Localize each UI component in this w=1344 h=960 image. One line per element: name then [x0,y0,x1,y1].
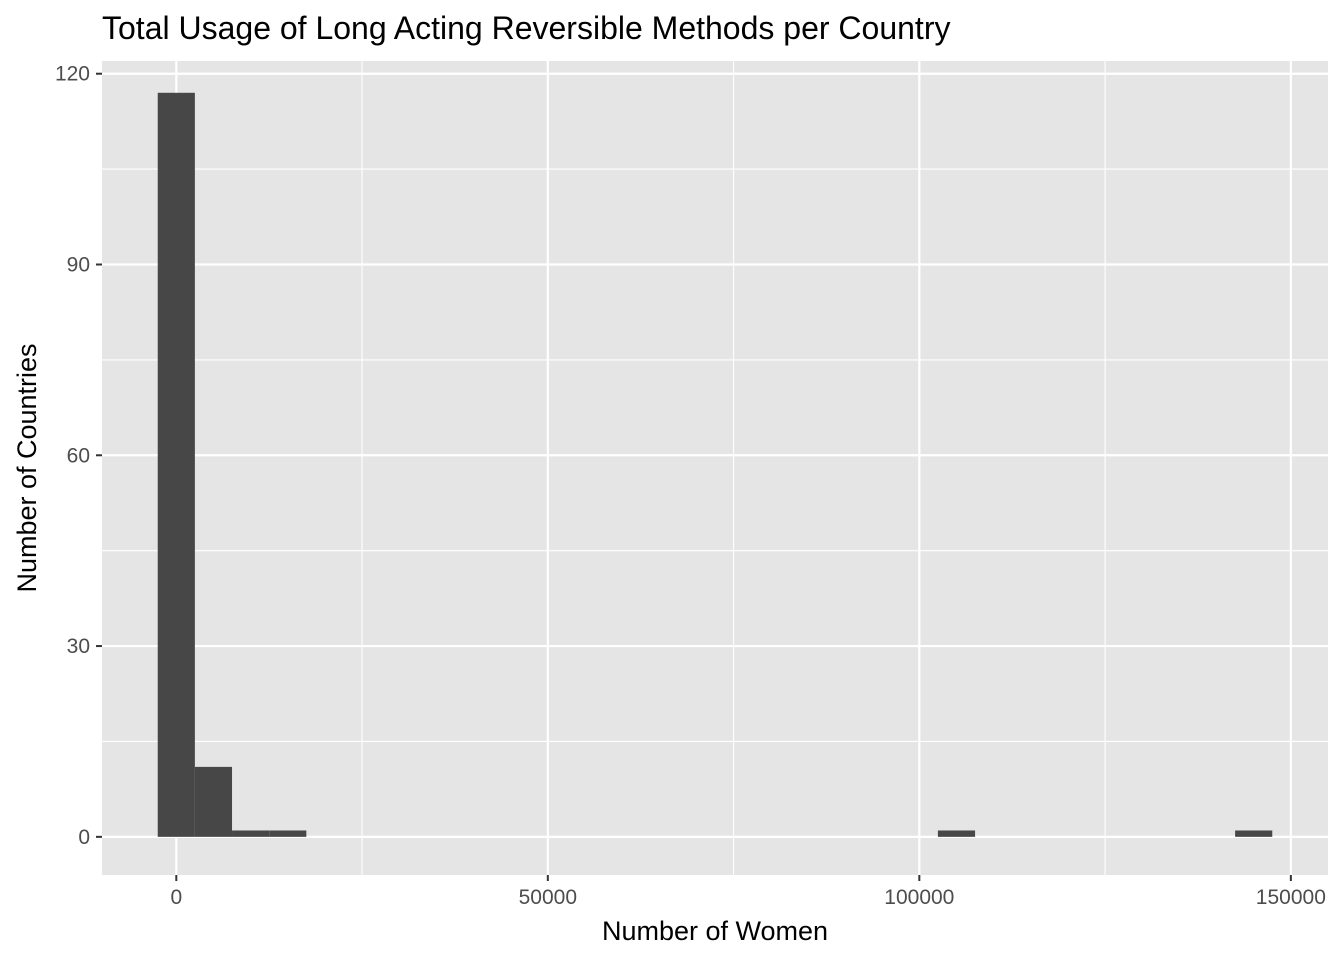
minor-gridlines [102,61,1328,875]
y-tick-label: 30 [67,635,90,658]
y-tick-label: 90 [67,254,90,277]
x-axis-ticks: 0 50000 100000 150000 [170,875,1326,909]
histogram-bar [157,92,195,837]
histogram-bar [194,766,233,837]
y-axis-title: Number of Countries [12,343,42,592]
x-tick-label: 50000 [519,886,577,909]
histogram-bar [937,830,976,837]
x-tick-label: 100000 [884,886,954,909]
histogram-bar [232,830,270,837]
x-tick-label: 0 [170,886,182,909]
chart-title: Total Usage of Long Acting Reversible Me… [102,10,950,46]
plot-panel [102,61,1328,875]
y-tick-label: 0 [78,826,90,849]
y-tick-label: 120 [55,63,90,86]
x-axis-title: Number of Women [602,916,828,946]
x-tick-label: 150000 [1256,886,1326,909]
y-axis-ticks: 0 30 60 90 120 [55,63,102,849]
histogram-bar [269,830,307,837]
histogram-bars [157,92,1273,837]
histogram-bar [1235,830,1273,837]
y-tick-label: 60 [67,444,90,467]
